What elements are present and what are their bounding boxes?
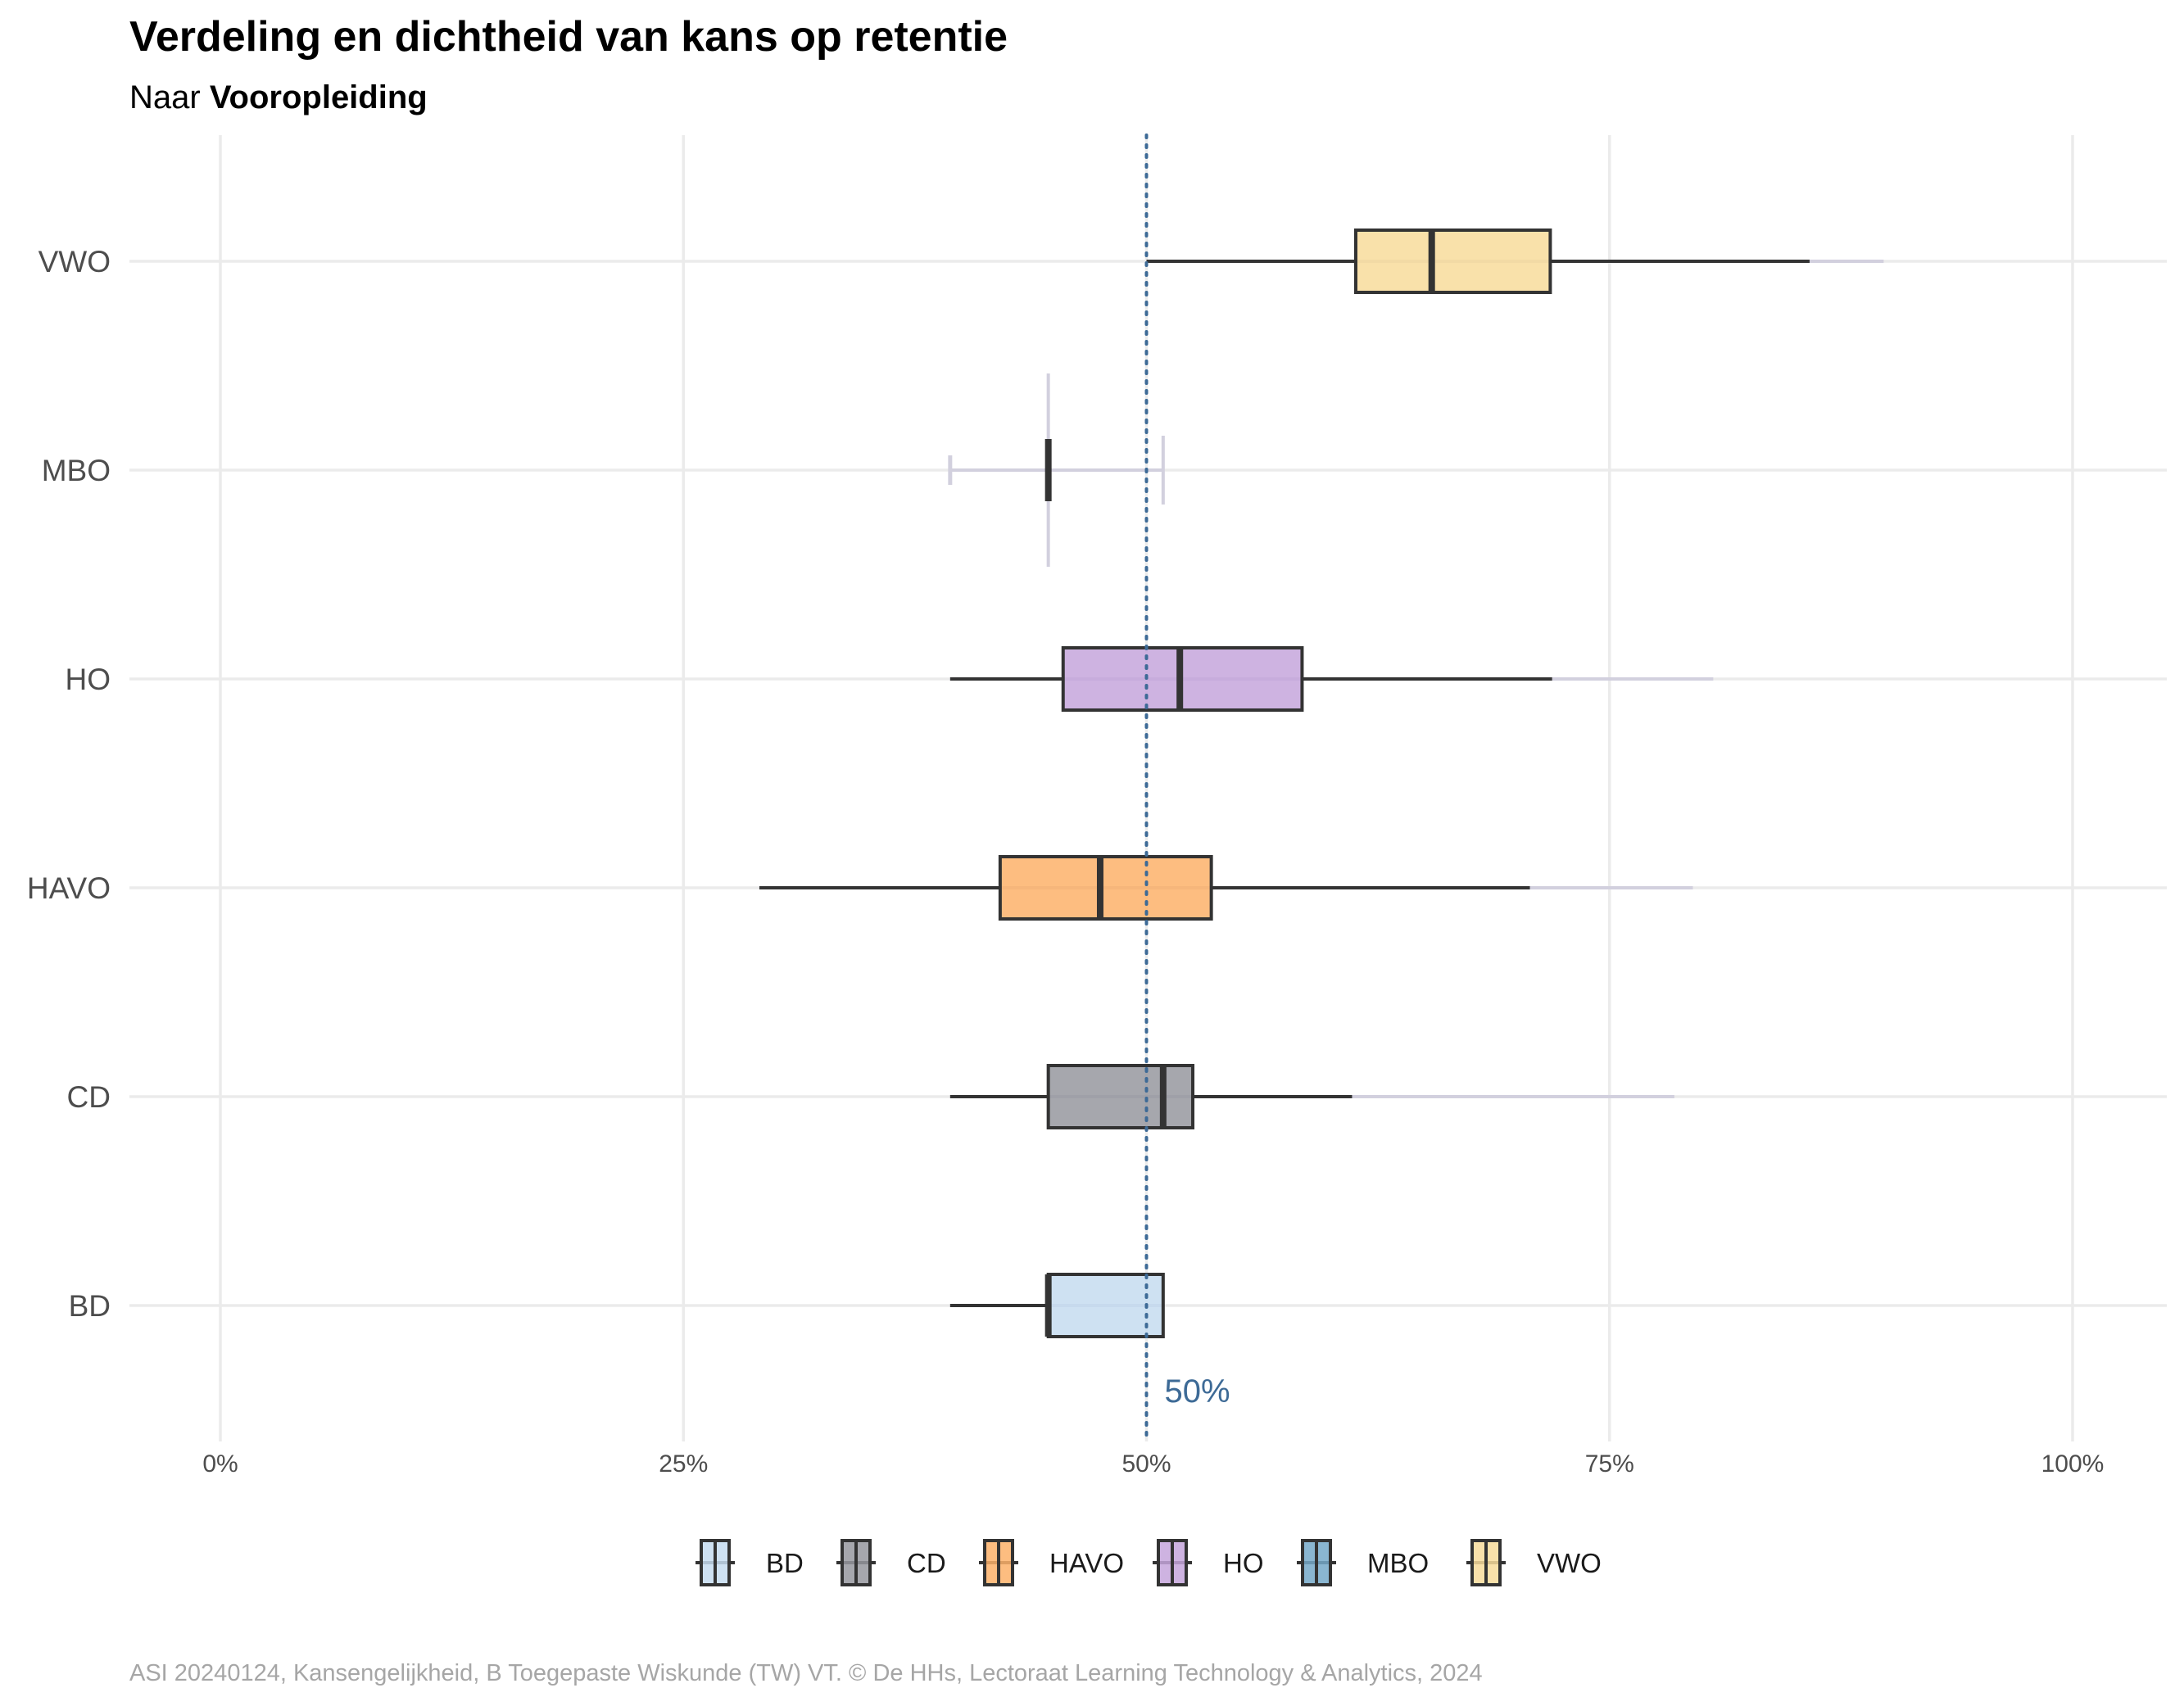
x-tick-label: 50% [1121, 1450, 1171, 1477]
plot-marks [759, 229, 1884, 1338]
legend-item-ho: HO [1153, 1539, 1264, 1586]
y-tick-label: MBO [42, 454, 111, 487]
chart-subtitle-bold: Vooropleiding [210, 79, 428, 115]
series-havo [759, 855, 1693, 921]
chart-subtitle-prefix: Naar [129, 79, 210, 115]
legend-item-cd: CD [836, 1539, 946, 1586]
y-tick-label: HAVO [27, 871, 111, 905]
box [1046, 1273, 1165, 1338]
series-mbo [948, 373, 1165, 567]
plot-grid [129, 135, 2167, 1441]
box [1046, 1064, 1195, 1129]
series-vwo [1146, 229, 1884, 294]
y-tick-label: VWO [39, 245, 111, 278]
y-axis-ticks: BD CD HAVO HO MBO VWO [27, 245, 111, 1323]
legend-item-havo: HAVO [979, 1539, 1124, 1586]
y-tick-label: HO [66, 663, 111, 696]
legend-label: VWO [1537, 1548, 1602, 1578]
legend-label: HO [1223, 1548, 1264, 1578]
legend-label: HAVO [1049, 1548, 1124, 1578]
box [1353, 229, 1552, 294]
legend-item-mbo: MBO [1297, 1539, 1429, 1586]
y-tick-label: CD [67, 1080, 111, 1114]
series-cd [949, 1064, 1674, 1129]
series-bd [949, 1273, 1165, 1338]
legend-label: CD [907, 1548, 946, 1578]
legend-label: MBO [1367, 1548, 1429, 1578]
chart-caption: ASI 20240124, Kansengelijkheid, B Toegep… [129, 1660, 1483, 1686]
legend-label: BD [766, 1548, 804, 1578]
x-tick-label: 0% [202, 1450, 238, 1477]
y-tick-label: BD [69, 1289, 111, 1323]
legend-item-bd: BD [696, 1539, 804, 1586]
chart-subtitle: Naar Vooropleiding [129, 79, 428, 115]
legend-item-vwo: VWO [1466, 1539, 1602, 1586]
chart-title: Verdeling en dichtheid van kans op reten… [129, 13, 1008, 61]
box [998, 855, 1213, 921]
x-tick-label: 100% [2041, 1450, 2105, 1477]
x-tick-label: 75% [1585, 1450, 1634, 1477]
series-ho [949, 646, 1714, 712]
legend: BD CD HAVO HO MBO VWO [696, 1539, 1602, 1586]
reference-line-label: 50% [1165, 1373, 1230, 1410]
x-tick-label: 25% [659, 1450, 708, 1477]
x-axis-ticks: 0% 25% 50% 75% 100% [202, 1450, 2104, 1477]
